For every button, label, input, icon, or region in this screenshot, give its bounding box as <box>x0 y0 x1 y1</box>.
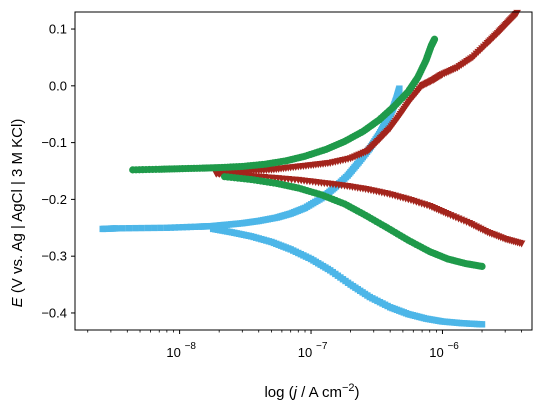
series-1 <box>212 9 526 248</box>
x-axis-label-prefix: log ( <box>264 384 293 401</box>
data-point <box>138 224 145 232</box>
data-point <box>151 224 158 232</box>
y-tick-label: −0.4 <box>41 305 67 320</box>
data-point <box>187 223 195 231</box>
data-point <box>478 262 486 270</box>
data-point <box>113 225 120 232</box>
data-point <box>157 224 164 232</box>
data-point <box>144 224 152 232</box>
data-point <box>119 225 126 232</box>
data-point <box>125 225 133 232</box>
data-point <box>163 224 171 231</box>
y-tick-label: −0.3 <box>41 249 67 264</box>
x-tick-label: 10 <box>298 345 312 360</box>
x-axis-label-symbol: j <box>292 384 298 401</box>
x-tick-exponent: −6 <box>447 341 459 352</box>
y-axis-label: E (V vs. Ag | AgCl | 3 M KCl) <box>9 119 26 308</box>
data-point <box>430 35 439 43</box>
plot-frame <box>74 11 533 331</box>
y-axis-label-text: (V vs. Ag | AgCl | 3 M KCl) <box>9 119 26 298</box>
x-tick-exponent: −7 <box>316 341 328 352</box>
x-tick-exponent: −8 <box>185 341 197 352</box>
data-point <box>179 224 187 231</box>
data-point <box>183 223 191 231</box>
data-point <box>191 223 199 230</box>
axes: 0.1 0.0 −0.1 −0.2 −0.3 −0.4 10 −8 10 −7 10 −6 <box>41 22 522 360</box>
series-2 <box>129 35 486 270</box>
data-point <box>171 224 179 231</box>
data-point <box>478 321 486 328</box>
data-point <box>396 85 403 92</box>
x-axis-label-exponent: −2 <box>342 382 355 394</box>
y-tick-label: −0.2 <box>41 192 67 207</box>
x-axis-label: log (j / A cm−2) <box>264 382 359 401</box>
y-tick-label: −0.1 <box>41 135 67 150</box>
x-axis-label-suffix: ) <box>355 384 360 401</box>
x-tick-label: 10 <box>166 345 180 360</box>
data-point <box>517 240 526 248</box>
y-tick-label: 0.1 <box>49 22 67 37</box>
data-point <box>132 224 139 232</box>
y-tick-label: 0.0 <box>49 78 67 93</box>
x-axis-label-unit: / A cm <box>297 384 342 401</box>
y-axis-label-symbol: E <box>9 296 26 307</box>
x-tick-label: 10 <box>429 345 443 360</box>
data-point <box>175 224 183 231</box>
data-series <box>99 9 526 328</box>
data-point <box>167 224 175 231</box>
